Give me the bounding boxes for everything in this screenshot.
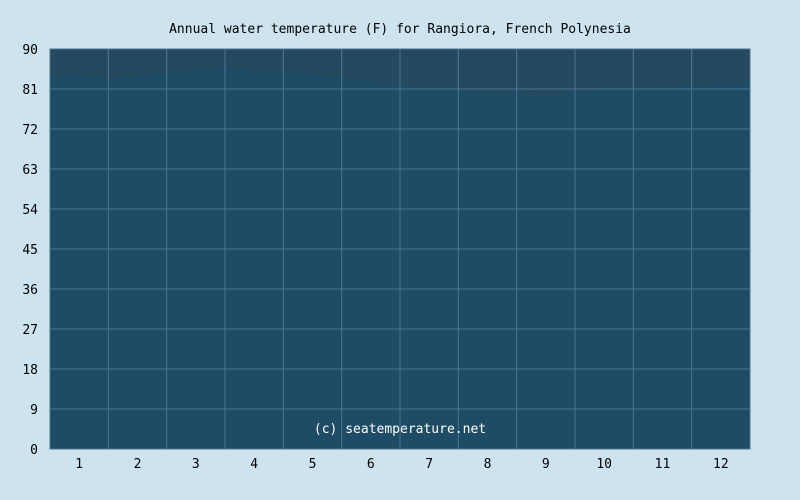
y-tick-label: 54: [22, 203, 38, 218]
x-tick-label: 9: [542, 457, 550, 472]
x-tick-label: 7: [425, 457, 433, 472]
x-tick-label: 6: [367, 457, 375, 472]
chart-title: Annual water temperature (F) for Rangior…: [169, 22, 631, 37]
x-tick-label: 11: [655, 457, 671, 472]
y-tick-label: 36: [22, 283, 38, 298]
y-tick-label: 27: [22, 323, 38, 338]
y-tick-label: 18: [22, 363, 38, 378]
grid-overlay: [50, 48, 750, 450]
x-tick-label: 8: [484, 457, 492, 472]
x-tick-label: 1: [75, 457, 83, 472]
y-tick-label: 9: [30, 403, 38, 418]
y-tick-label: 63: [22, 163, 38, 178]
x-tick-label: 5: [309, 457, 317, 472]
x-tick-label: 3: [192, 457, 200, 472]
credit-label: (c) seatemperature.net: [314, 422, 486, 437]
y-tick-label: 45: [22, 243, 38, 258]
y-tick-label: 72: [22, 123, 38, 138]
x-tick-label: 4: [250, 457, 258, 472]
y-tick-label: 81: [22, 83, 38, 98]
y-tick-label: 0: [30, 443, 38, 458]
x-axis-ticks: 1 2 3 4 5 6 7 8 9 10 11 12: [75, 457, 728, 472]
y-tick-label: 90: [22, 43, 38, 58]
y-axis-ticks: 0 9 18 27 36 45 54 63 72 81 90: [22, 43, 38, 458]
x-tick-label: 2: [134, 457, 142, 472]
x-tick-label: 12: [713, 457, 729, 472]
x-tick-label: 10: [596, 457, 612, 472]
plot-border: [49, 48, 751, 450]
